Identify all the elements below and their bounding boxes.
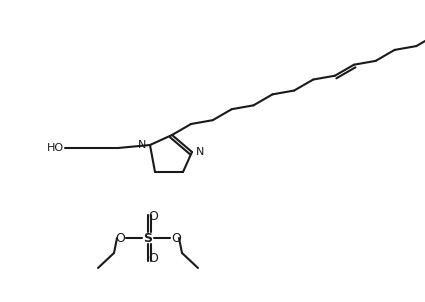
- Text: O: O: [171, 232, 181, 245]
- Text: N: N: [138, 140, 146, 150]
- Text: O: O: [115, 232, 125, 245]
- Text: O: O: [148, 210, 158, 223]
- Text: S: S: [144, 232, 153, 245]
- Text: O: O: [148, 252, 158, 265]
- Text: N: N: [196, 147, 204, 157]
- Text: HO: HO: [46, 143, 64, 153]
